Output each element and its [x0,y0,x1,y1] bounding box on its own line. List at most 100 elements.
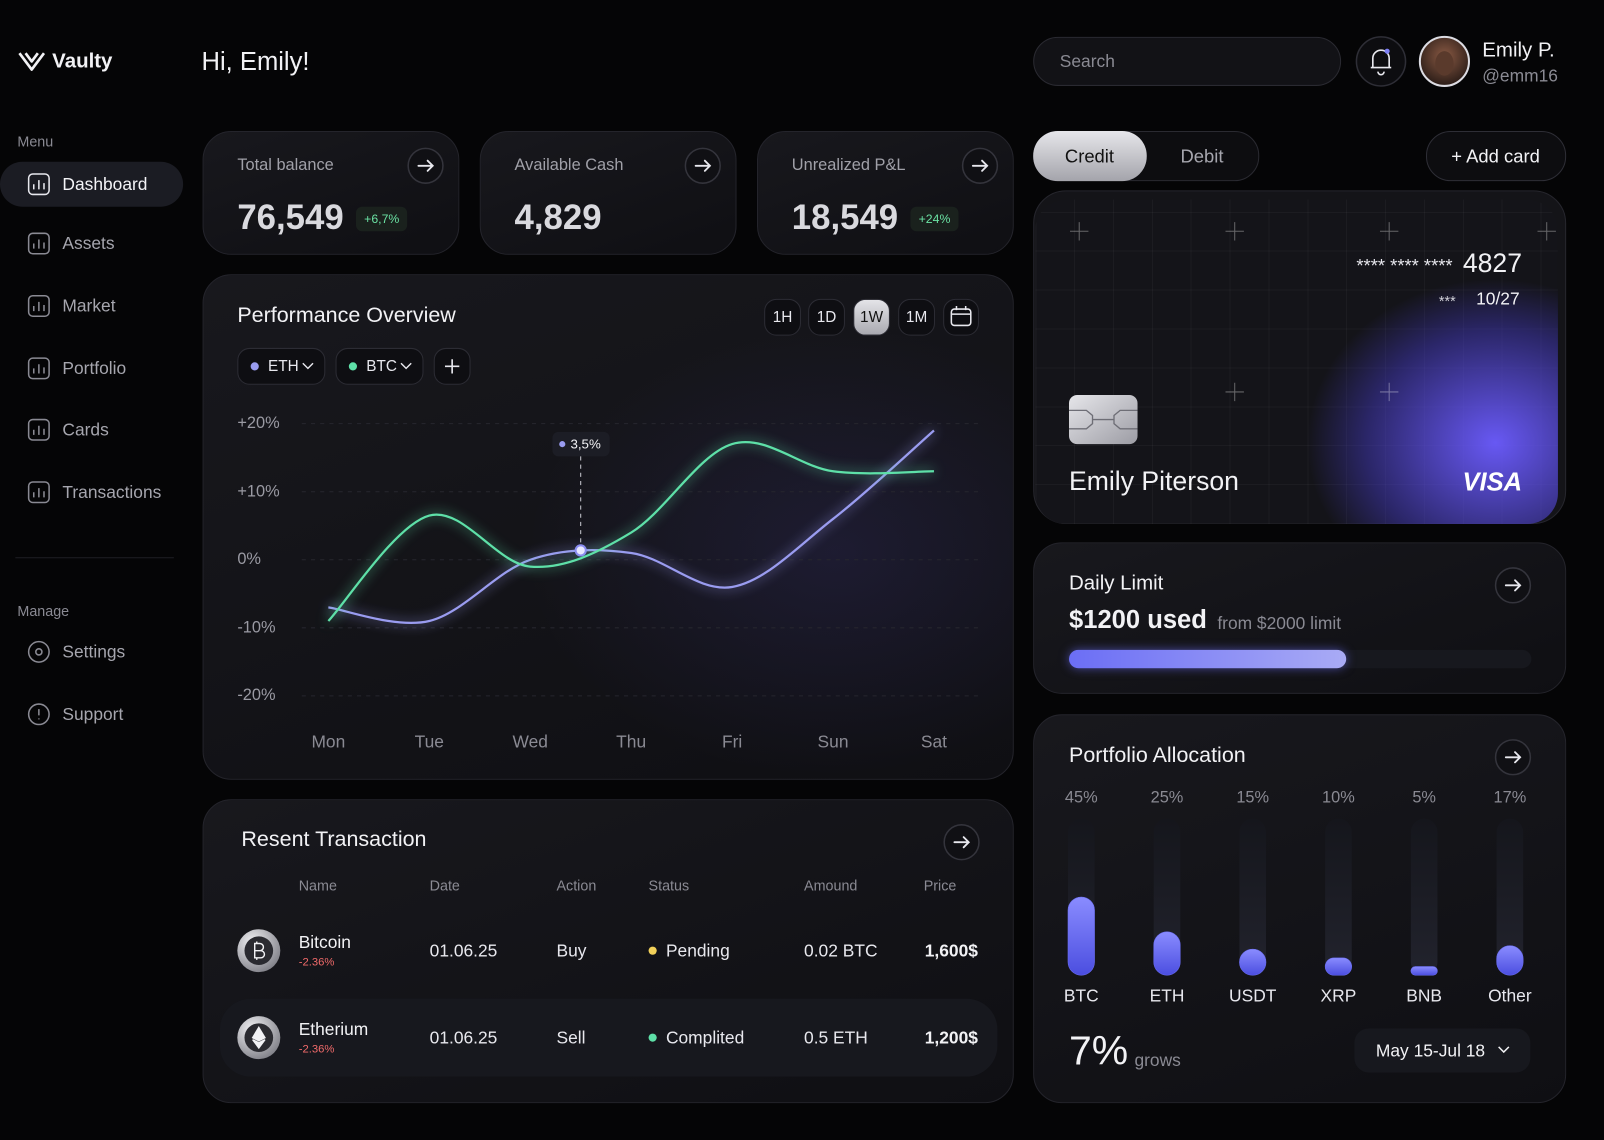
tx-status: Complited [665,1027,745,1048]
bar-category-label: XRP [1320,985,1357,1006]
daily-limit-panel [1033,542,1567,694]
card-expiry: 10/27 [1476,289,1520,309]
menu-icon [27,357,50,380]
x-tick-label: Sat [920,732,948,752]
bar-track [1325,818,1352,976]
tx-amount: 0.02 BTC [804,940,878,961]
legend-label: ETH [268,357,299,376]
brand-logo [18,52,46,71]
avatar-face [1435,51,1454,76]
y-tick-label: 0% [237,550,261,568]
x-tick-label: Tue [414,732,444,752]
manage-item[interactable]: Support [62,704,124,725]
add-card-label: + Add card [1451,146,1540,167]
card-number-last: 4827 [1462,247,1523,279]
manage-item[interactable]: Settings [62,642,126,662]
tx-date: 01.06.25 [429,940,498,961]
column-header: Status [648,877,690,894]
bar-category-label: USDT [1229,985,1277,1006]
stat-value: 76,549 [237,198,344,238]
range-label: 1H [772,308,793,326]
range-label: 1D [816,308,837,326]
tx-action: Sell [556,1027,586,1048]
card-number-mask: **** **** **** [1356,255,1453,277]
bar-value-label: 25% [1150,788,1184,807]
status-dot [648,946,657,955]
asset-name: Etherium [298,1019,369,1040]
card-sparkle [1070,222,1089,241]
card-cvv-mask: *** [1438,292,1456,310]
card-tab-label: Debit [1180,146,1224,167]
range-button[interactable] [853,298,890,336]
tx-price: 1,600$ [924,940,978,961]
legend-label: BTC [366,357,397,376]
stat-change: +24% [910,206,959,232]
menu-item[interactable]: Dashboard [62,174,148,194]
bar-track [1410,818,1438,976]
hover-point [574,544,587,557]
coin-glyph [251,1026,266,1050]
menu-item[interactable]: Portfolio [62,358,127,379]
calendar-button[interactable] [943,298,979,336]
greeting: Hi, Emily! [201,47,310,77]
series-line [327,441,934,622]
menu-icon [27,481,50,504]
growth-value: 7% [1068,1028,1129,1074]
search-box[interactable] [1033,36,1342,86]
stat-label: Unrealized P&L [791,156,906,174]
chart-title: Performance Overview [237,303,456,327]
asset-change: -2.36% [298,1043,335,1056]
menu-icon-detail [32,239,45,249]
arrow-icon [694,159,712,172]
stat-label: Total balance [237,156,334,174]
range-label: 1M [905,308,928,326]
bar-value-label: 10% [1322,788,1355,807]
manage-icon-detail [35,648,43,656]
search-placeholder: Search [1059,51,1115,72]
menu-icon-detail [32,488,45,498]
range-button[interactable] [764,298,801,336]
bar [1239,948,1267,976]
bar [1153,931,1181,976]
menu-item[interactable]: Cards [62,420,109,440]
daily-limit-title: Daily Limit [1068,572,1164,595]
stat-card [756,130,1014,255]
calendar-icon-detail [951,305,971,315]
arrow-icon [417,159,435,172]
growth-label: grows [1134,1050,1181,1070]
arrow-icon [1504,579,1522,592]
bell-icon [1370,49,1392,76]
bar-value-label: 45% [1064,788,1098,807]
menu-item[interactable]: Market [62,296,116,316]
chip-chevron [302,362,314,370]
period-label: May 15-Jul 18 [1375,1041,1486,1061]
menu-icon [27,232,50,255]
add-card-button[interactable] [1426,130,1567,182]
range-button[interactable] [898,298,935,336]
arrow-icon [971,159,989,172]
series-line [328,429,935,625]
bar [1067,896,1095,976]
annotation-label: 3,5% [570,436,601,452]
arrow-icon [1504,751,1522,764]
menu-icon-detail [32,425,45,435]
bar-category-label: ETH [1149,985,1185,1006]
card-tab[interactable] [1033,130,1147,182]
column-header: Price [923,877,957,894]
range-button[interactable] [808,298,845,336]
bar [1496,945,1524,976]
menu-item[interactable]: Transactions [62,482,162,502]
y-tick-label: +10% [237,482,280,500]
asset-change: -2.36% [298,956,335,969]
column-header: Amound [804,877,858,894]
period-dropdown[interactable] [1354,1028,1531,1073]
calendar-icon [950,308,972,327]
bar-category-label: BTC [1063,985,1099,1006]
menu-icon [27,294,50,317]
manage-icon [27,640,50,663]
menu-icon-detail [32,180,45,190]
manage-title: Manage [17,602,70,620]
range-label: 1W [860,308,884,326]
menu-item[interactable]: Assets [62,233,115,254]
